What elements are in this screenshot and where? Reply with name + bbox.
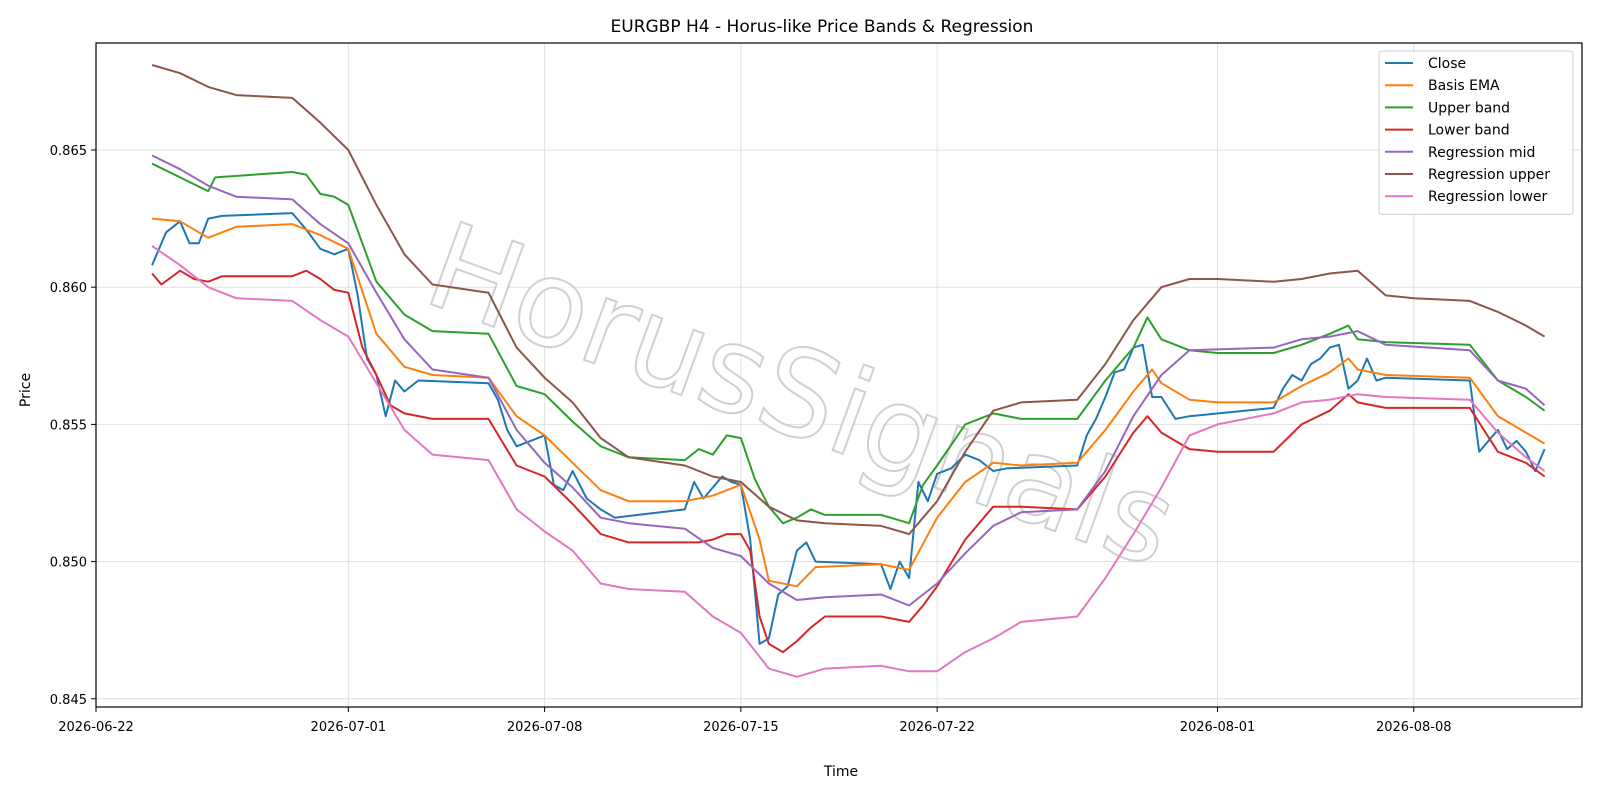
legend-label-regression-mid: Regression mid: [1428, 145, 1535, 161]
series-line-regression-lower: [151, 245, 1546, 678]
y-tick-label: 0.845: [50, 693, 87, 708]
series-line-close: [151, 212, 1546, 645]
grid: [95, 43, 1582, 707]
legend-label-regression-upper: Regression upper: [1428, 167, 1550, 183]
x-tick-label: 2026-08-01: [1180, 720, 1256, 735]
y-tick-label: 0.850: [50, 556, 87, 571]
x-tick-label: 2026-07-08: [507, 720, 583, 735]
x-tick-label: 2026-07-01: [311, 720, 387, 735]
legend-box: [1378, 50, 1574, 215]
x-axis-label: Time: [823, 764, 858, 780]
x-tick-label: 2026-07-22: [899, 720, 975, 735]
x-axis: 2026-06-22 2026-07-01 2026-07-08 2026-07-15…: [58, 707, 1452, 735]
legend-label-close: Close: [1428, 56, 1466, 72]
legend-label-basis-ema: Basis EMA: [1428, 78, 1500, 94]
x-tick-label: 2026-08-08: [1376, 720, 1452, 735]
series-layer: [151, 64, 1546, 678]
series-line-regression-upper: [151, 64, 1546, 536]
series-line-regression-mid: [151, 154, 1546, 607]
legend-label-upper-band: Upper band: [1428, 100, 1510, 116]
y-tick-label: 0.855: [50, 418, 87, 433]
legend-label-lower-band: Lower band: [1428, 123, 1510, 139]
y-axis-label: Price: [18, 373, 34, 407]
y-tick-label: 0.865: [50, 144, 87, 159]
x-tick-label: 2026-07-15: [703, 720, 779, 735]
y-tick-label: 0.860: [50, 281, 87, 296]
x-tick-label: 2026-06-22: [58, 720, 134, 735]
legend-label-regression-lower: Regression lower: [1428, 189, 1548, 205]
legend: Close Basis EMA Upper band Lower band Regres…: [1378, 50, 1574, 215]
plot-frame: [95, 42, 1583, 708]
chart-title: EURGBP H4 - Horus-like Price Bands & Reg…: [611, 17, 1034, 37]
series-line-lower-band: [151, 269, 1546, 654]
y-axis: 0.845 0.850 0.855 0.860 0.865: [50, 144, 96, 708]
series-line-upper-band: [151, 162, 1546, 525]
series-line-basis-ema: [152, 217, 1546, 588]
